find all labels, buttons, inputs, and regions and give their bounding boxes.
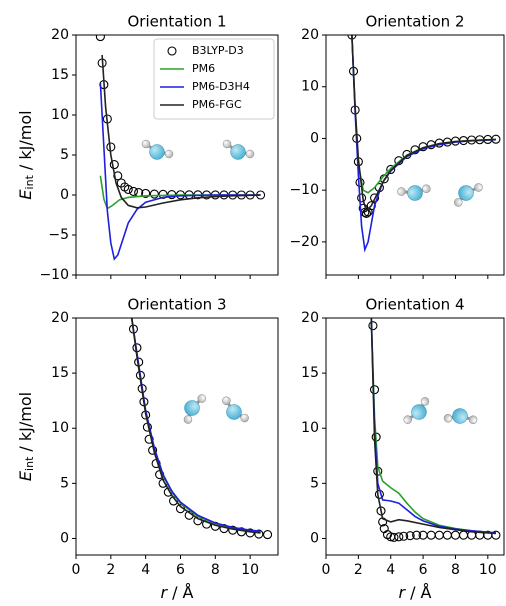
data-point (435, 531, 443, 539)
data-point (371, 386, 379, 394)
y-tick-label: 5 (310, 475, 319, 491)
molecule-icon (223, 140, 254, 160)
legend-label: PM6-D3H4 (192, 80, 250, 93)
y-tick-label: 5 (60, 475, 69, 491)
y-tick-label: 10 (51, 107, 69, 123)
series-line (352, 35, 496, 193)
x-tick-label: 8 (211, 562, 220, 578)
data-point (451, 531, 459, 539)
molecule-icon (442, 404, 478, 433)
panel-title: Orientation 3 (128, 296, 227, 314)
x-tick-label: 10 (479, 562, 497, 578)
molecule-icon (396, 175, 433, 207)
panel: Orientation 4 0 5 10 15 20 0 2 4 6 8 10 r/ Å (301, 296, 504, 602)
molecule-icon (182, 392, 207, 426)
y-tick-label: 0 (60, 187, 69, 203)
y-tick-label: 20 (51, 310, 69, 326)
x-axis-symbol: r (161, 583, 169, 602)
y-tick-label: 5 (60, 147, 69, 163)
x-tick-label: 10 (241, 562, 259, 578)
x-tick-label: 2 (354, 562, 363, 578)
y-axis-label: Eint/ kJ/mol (16, 110, 37, 199)
y-tick-label: 15 (51, 365, 69, 381)
x-tick-label: 0 (322, 562, 331, 578)
y-tick-label: 10 (51, 420, 69, 436)
series-line (371, 318, 496, 533)
x-tick-label: 4 (386, 562, 395, 578)
molecule-icon (217, 396, 253, 425)
figure: Orientation 1−10−505101520Eint/ kJ/molB3… (0, 0, 506, 606)
panel-title: Orientation 1 (128, 13, 227, 31)
data-point (264, 531, 272, 539)
data-point (460, 531, 468, 539)
y-tick-label: −10 (289, 182, 319, 198)
x-tick-label: 2 (106, 562, 115, 578)
plot-frame (76, 318, 278, 555)
x-tick-label: 4 (141, 562, 150, 578)
y-tick-label: 20 (301, 310, 319, 326)
plot-area (129, 318, 271, 539)
data-point (150, 190, 158, 198)
plot-area (348, 31, 500, 250)
y-tick-label: 10 (301, 79, 319, 95)
x-axis-unit: / Å (410, 583, 431, 602)
y-axis-subscript: int (23, 456, 36, 471)
y-tick-label: 15 (51, 67, 69, 83)
legend-label: PM6-FGC (192, 98, 242, 111)
legend-label: PM6 (192, 62, 215, 75)
x-tick-label: 8 (451, 562, 460, 578)
y-tick-label: −5 (48, 227, 69, 243)
y-axis-unit: / kJ/mol (16, 110, 35, 170)
molecule-icon (142, 140, 173, 160)
x-tick-label: 0 (72, 562, 81, 578)
y-tick-label: 0 (60, 530, 69, 546)
y-tick-label: −10 (39, 267, 69, 283)
x-tick-label: 6 (176, 562, 185, 578)
y-axis-subscript: int (23, 174, 36, 189)
y-tick-label: 20 (51, 27, 69, 43)
data-point (129, 187, 137, 195)
y-axis-unit: / kJ/mol (16, 392, 35, 452)
data-point (369, 322, 377, 330)
y-tick-label: 20 (301, 27, 319, 43)
data-point (427, 531, 435, 539)
x-axis-label: r/ Å (161, 583, 194, 602)
data-point (358, 194, 366, 202)
plot-area (369, 318, 500, 541)
x-tick-label: 6 (419, 562, 428, 578)
x-axis-unit: / Å (172, 583, 193, 602)
x-axis-symbol: r (399, 583, 407, 602)
y-tick-label: 15 (301, 365, 319, 381)
molecule-icon (452, 176, 484, 213)
x-axis-label: r/ Å (399, 583, 432, 602)
y-tick-label: 10 (301, 420, 319, 436)
y-tick-label: −20 (289, 234, 319, 250)
panel-title: Orientation 2 (366, 13, 465, 31)
legend: B3LYP-D3 PM6 PM6-D3H4 PM6-FGC (154, 39, 274, 119)
y-tick-label: 0 (310, 130, 319, 146)
molecule-icon (403, 393, 432, 429)
data-point (96, 33, 104, 41)
plot-frame (326, 318, 504, 555)
series-line (352, 35, 496, 211)
panel-title: Orientation 4 (366, 296, 465, 314)
legend-label: B3LYP-D3 (192, 44, 244, 57)
data-point (443, 531, 451, 539)
y-tick-label: 0 (310, 530, 319, 546)
y-axis-label: Eint/ kJ/mol (16, 392, 37, 481)
panel: Orientation 2 −20 −10 0 10 20 (289, 13, 504, 280)
